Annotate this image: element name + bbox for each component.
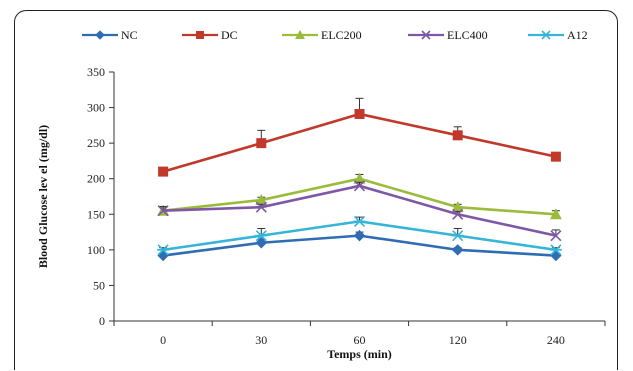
legend-item-nc: NC	[82, 28, 138, 42]
series-line	[162, 112, 557, 173]
data-point	[255, 194, 268, 206]
legend-item-a12: A12	[528, 28, 588, 42]
data-point	[421, 30, 431, 40]
x-tick-label: 30	[255, 333, 267, 347]
data-point	[549, 244, 562, 256]
legend-label: A12	[567, 28, 588, 42]
y-tick-label: 150	[87, 207, 105, 221]
data-point	[353, 215, 366, 227]
series-elc200	[157, 172, 562, 220]
data-point	[157, 244, 170, 256]
axes: 0 50 100 150 200 250 300 350 0 30 60 120 240	[87, 65, 606, 347]
data-point	[549, 208, 562, 220]
y-tick-label: 200	[87, 172, 105, 186]
data-point	[550, 249, 562, 262]
data-point	[255, 201, 267, 213]
data-point	[95, 30, 105, 40]
data-point	[451, 244, 464, 256]
data-point	[295, 30, 305, 39]
plot-area	[157, 97, 562, 262]
data-point	[255, 237, 268, 249]
data-point	[158, 166, 169, 177]
legend: NC DC ELC200 ELC400 A12	[82, 28, 588, 42]
y-ticks: 0 50 100 150 200 250 300 350	[87, 65, 114, 328]
data-point	[452, 130, 463, 141]
data-point	[196, 31, 204, 39]
data-point	[550, 151, 561, 162]
series-nc	[157, 229, 562, 262]
data-point	[353, 172, 366, 184]
data-point	[256, 138, 267, 149]
series-elc400	[157, 180, 562, 242]
data-point	[451, 230, 464, 242]
data-point	[353, 180, 366, 192]
y-tick-label: 0	[99, 314, 105, 328]
data-point	[541, 30, 551, 40]
y-tick-label: 50	[93, 278, 105, 292]
x-tick-label: 0	[160, 333, 166, 347]
series-dc	[158, 97, 561, 177]
data-point	[157, 249, 169, 262]
x-ticks: 0 30 60 120 240	[113, 321, 606, 347]
x-axis-title: Temps (min)	[327, 347, 392, 361]
line-chart: NC DC ELC200 ELC400 A12 05010015020025030035…	[36, 28, 606, 361]
legend-item-elc400: ELC400	[408, 28, 488, 42]
data-point	[255, 230, 268, 242]
y-tick-label: 250	[87, 136, 105, 150]
legend-label: ELC400	[447, 28, 488, 42]
x-tick-label: 240	[547, 333, 565, 347]
legend-item-elc200: ELC200	[282, 28, 362, 42]
data-point	[451, 201, 464, 213]
legend-item-dc: DC	[182, 28, 238, 42]
data-point	[157, 205, 169, 217]
series-a12	[157, 215, 562, 256]
chart-frame: NC DC ELC200 ELC400 A12 0 50 100 150 200 250 300 35…	[14, 10, 618, 370]
y-tick-label: 100	[87, 243, 105, 257]
x-tick-label: 120	[449, 333, 467, 347]
legend-label: DC	[221, 28, 238, 42]
legend-label: NC	[121, 28, 138, 42]
legend-label: ELC200	[321, 28, 362, 42]
y-axis-title: Blood Glucose lev el (mg/dl)	[36, 125, 50, 268]
y-tick-label: 350	[87, 65, 105, 79]
x-tick-label: 60	[354, 333, 366, 347]
data-point	[452, 208, 464, 220]
data-point	[354, 108, 365, 119]
data-point	[353, 229, 366, 242]
y-tick-label: 300	[87, 101, 105, 115]
data-point	[550, 230, 562, 242]
